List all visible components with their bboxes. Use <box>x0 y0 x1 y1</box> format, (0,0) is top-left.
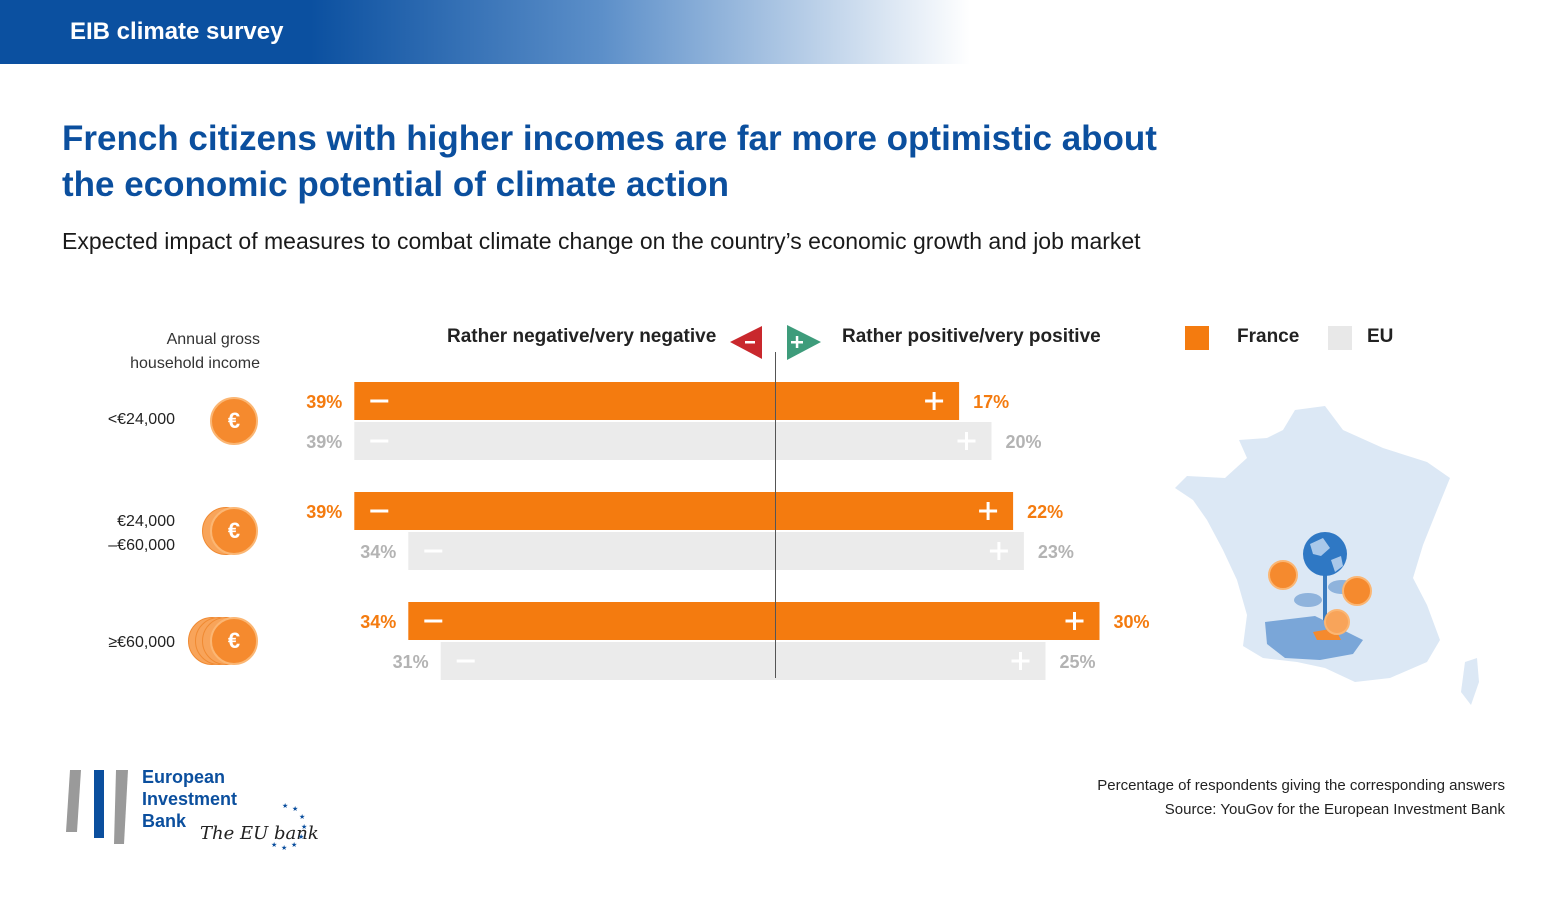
eu-row-3-minus-icon <box>456 659 475 663</box>
svg-text:★: ★ <box>301 823 307 831</box>
positive-arrow-icon <box>787 325 821 360</box>
header-bar: EIB climate survey <box>0 0 970 64</box>
svg-text:★: ★ <box>292 805 298 813</box>
euro-coin-icon: € <box>210 507 258 555</box>
eu-row-3-negative-bar <box>440 642 776 680</box>
svg-text:★: ★ <box>299 813 305 821</box>
floating-coins-icon <box>1268 560 1372 635</box>
eu-row-1-negative-label: 39% <box>306 432 342 452</box>
svg-text:★: ★ <box>291 841 297 849</box>
logo-line-1: European <box>142 767 226 787</box>
eu-row-2-positive-bar <box>775 532 1024 570</box>
eu-row-1-negative-bar <box>354 422 776 460</box>
france-row-3-minus-icon <box>424 619 443 623</box>
france-row-1-minus-icon <box>370 399 389 403</box>
legend-swatch-france <box>1185 326 1209 350</box>
eu-row-1-positive-label: 20% <box>1006 432 1042 452</box>
france-row-2-negative-bar <box>354 492 776 530</box>
france-row-1-positive-label: 17% <box>973 392 1009 412</box>
income-axis-label: Annual gross household income <box>90 328 260 376</box>
euro-coin-icon: € <box>210 397 258 445</box>
eib-logo-text: European Investment Bank <box>142 766 237 832</box>
income-axis-label-line-2: household income <box>130 355 260 372</box>
positive-side-label: Rather positive/very positive <box>842 326 1101 347</box>
eu-row-1-minus-icon <box>370 439 389 443</box>
footnote: Percentage of respondents giving the cor… <box>1097 774 1505 822</box>
logo-line-2: Investment <box>142 789 238 809</box>
eu-row-3-negative-label: 31% <box>393 652 429 672</box>
france-map-illustration <box>1175 406 1479 705</box>
income-group-label-mid-line-2: –€60,000 <box>108 537 175 554</box>
logo-line-3: Bank <box>142 811 187 831</box>
legend-swatch-eu <box>1328 326 1352 350</box>
eu-row-2-plus-icon-v <box>997 542 1001 560</box>
svg-text:★: ★ <box>282 802 288 810</box>
globe-icon <box>1303 532 1347 576</box>
income-group-label-high-text: ≥€60,000 <box>108 634 175 651</box>
france-row-2-plus-icon-v <box>986 502 990 520</box>
income-group-label-mid: €24,000 –€60,000 <box>0 510 175 558</box>
page-title: French citizens with higher incomes are … <box>62 116 1262 208</box>
svg-text:★: ★ <box>281 844 287 852</box>
france-row-1-negative-bar <box>354 382 776 420</box>
eu-row-2-negative-label: 34% <box>360 542 396 562</box>
eu-row-3-positive-bar <box>775 642 1046 680</box>
france-row-3-positive-label: 30% <box>1114 612 1150 632</box>
income-group-label-high: ≥€60,000 <box>0 631 175 655</box>
france-row-1-negative-label: 39% <box>306 392 342 412</box>
negative-arrow-icon <box>730 325 765 360</box>
footnote-line-1: Percentage of respondents giving the cor… <box>1097 777 1505 794</box>
france-row-3-positive-bar <box>775 602 1100 640</box>
france-row-3-negative-bar <box>408 602 776 640</box>
chart-subtitle: Expected impact of measures to combat cl… <box>62 228 1141 254</box>
income-axis-label-line-1: Annual gross <box>166 331 260 348</box>
svg-text:★: ★ <box>271 841 277 849</box>
income-group-label-low: <€24,000 <box>0 408 175 432</box>
income-group-label-mid-line-1: €24,000 <box>117 513 175 530</box>
legend-label-france: France <box>1237 326 1300 347</box>
eib-logo: European Investment Bank The EU bank ★ ★ ★… <box>64 766 324 866</box>
negative-side-label: Rather negative/very negative <box>447 326 717 347</box>
eib-logo-slogan: The EU bank <box>200 823 319 844</box>
header-title: EIB climate survey <box>70 18 284 45</box>
eu-row-3-plus-icon-v <box>1019 652 1022 670</box>
footnote-source: Source: YouGov for the European Investme… <box>1164 801 1505 818</box>
corsica-shape <box>1461 658 1479 705</box>
income-group-label-low-text: <€24,000 <box>107 411 175 428</box>
france-row-2-negative-label: 39% <box>306 502 342 522</box>
title-line-2: the economic potential of climate action <box>62 165 730 204</box>
eu-stars-icon: ★ ★★ ★★★ ★★ <box>271 802 307 852</box>
eu-row-2-negative-bar <box>408 532 776 570</box>
eu-row-1-plus-icon-v <box>965 432 968 450</box>
eu-row-1-positive-bar <box>775 422 992 460</box>
eu-row-3-positive-label: 25% <box>1060 652 1096 672</box>
euro-coin-icon: € <box>210 617 258 665</box>
france-row-3-plus-icon-v <box>1073 612 1076 630</box>
legend-label-eu: EU <box>1367 326 1394 347</box>
france-row-2-minus-icon <box>370 509 389 513</box>
title-line-1: French citizens with higher incomes are … <box>62 119 1157 158</box>
france-row-2-positive-bar <box>775 492 1014 530</box>
france-row-1-plus-icon-v <box>932 392 936 410</box>
france-row-2-positive-label: 22% <box>1027 502 1063 522</box>
svg-text:★: ★ <box>298 833 304 841</box>
france-row-3-negative-label: 34% <box>360 612 396 632</box>
eib-logo-mark-icon <box>66 770 128 844</box>
eu-row-2-minus-icon <box>424 549 443 553</box>
eu-row-2-positive-label: 23% <box>1038 542 1074 562</box>
